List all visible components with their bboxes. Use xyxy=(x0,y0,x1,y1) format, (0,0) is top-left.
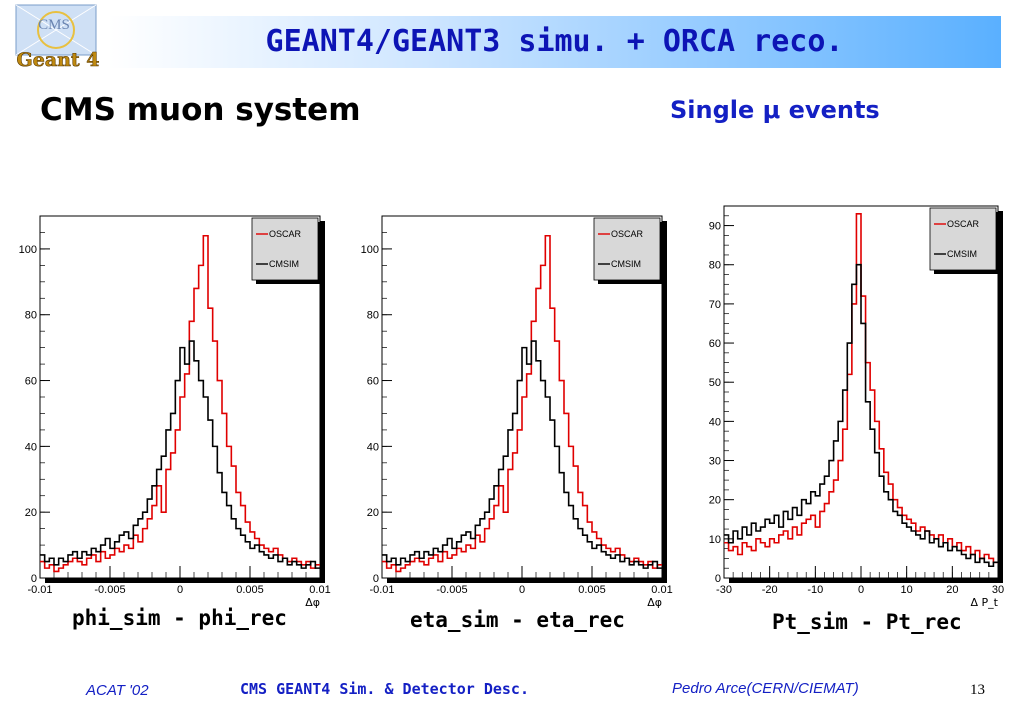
x-tick-label: 0 xyxy=(519,584,525,596)
logo-bottom-text: Geant 4 xyxy=(16,49,99,71)
x-tick-label: -20 xyxy=(762,584,778,596)
x-tick-label: 20 xyxy=(946,584,958,596)
header-bar: GEANT4/GEANT3 simu. + ORCA reco. xyxy=(108,16,1001,68)
y-tick-label: 100 xyxy=(19,244,37,256)
x-tick-label: -0.01 xyxy=(27,584,52,596)
series-line-cmsim xyxy=(382,340,662,569)
y-tick-label: 60 xyxy=(367,376,379,388)
footer-talk-title: CMS GEANT4 Sim. & Detector Desc. xyxy=(240,680,529,698)
legend-entry: OSCAR xyxy=(947,219,980,229)
x-tick-label: -10 xyxy=(807,584,823,596)
y-tick-label: 10 xyxy=(709,534,721,546)
x-tick-label: 30 xyxy=(992,584,1004,596)
y-tick-label: 20 xyxy=(367,507,379,519)
x-axis-label: Δφ xyxy=(647,596,662,609)
legend-box xyxy=(929,207,997,271)
series-line-cmsim xyxy=(724,263,998,568)
y-tick-label: 0 xyxy=(715,573,721,585)
caption-eta: eta_sim - eta_rec xyxy=(410,608,625,632)
y-tick-label: 50 xyxy=(709,377,721,389)
caption-pt: Pt_sim - Pt_rec xyxy=(772,610,962,634)
legend-entry: OSCAR xyxy=(611,229,644,239)
y-tick-label: 60 xyxy=(25,376,37,388)
y-tick-label: 90 xyxy=(709,221,721,233)
legend-entry: OSCAR xyxy=(269,229,302,239)
page-title: GEANT4/GEANT3 simu. + ORCA reco. xyxy=(265,24,844,59)
legend-box xyxy=(593,217,661,281)
y-tick-label: 0 xyxy=(31,573,37,585)
series-line-cmsim xyxy=(40,340,320,569)
y-tick-label: 80 xyxy=(25,310,37,322)
y-tick-label: 20 xyxy=(709,495,721,507)
x-tick-label: -0.005 xyxy=(436,584,467,596)
legend-entry: CMSIM xyxy=(269,259,299,269)
x-axis-label: Δφ xyxy=(305,596,320,609)
geant4-logo: CMS Geant 4 xyxy=(15,4,100,71)
x-tick-label: 10 xyxy=(901,584,913,596)
y-tick-label: 60 xyxy=(709,338,721,350)
y-tick-label: 40 xyxy=(25,441,37,453)
single-mu-events-label: Single μ events xyxy=(670,96,880,124)
x-tick-label: 0.005 xyxy=(236,584,264,596)
footer-author: Pedro Arce(CERN/CIEMAT) xyxy=(672,680,859,697)
x-tick-label: -0.01 xyxy=(369,584,394,596)
x-tick-label: -0.005 xyxy=(94,584,125,596)
caption-phi: phi_sim - phi_rec xyxy=(72,606,287,630)
y-tick-label: 80 xyxy=(367,310,379,322)
page-number: 13 xyxy=(970,682,985,698)
y-tick-label: 40 xyxy=(367,441,379,453)
y-tick-label: 80 xyxy=(709,260,721,272)
legend-entry: CMSIM xyxy=(611,259,641,269)
section-title: CMS muon system xyxy=(40,92,361,128)
y-tick-label: 20 xyxy=(25,507,37,519)
series-line-oscar xyxy=(724,213,998,564)
y-tick-label: 30 xyxy=(709,456,721,468)
x-tick-label: 0.005 xyxy=(578,584,606,596)
footer-conference: ACAT '02 xyxy=(86,682,149,699)
series-line-oscar xyxy=(382,234,662,573)
series-line-oscar xyxy=(40,234,320,573)
x-tick-label: 0.01 xyxy=(651,584,672,596)
logo-top-text: CMS xyxy=(38,17,70,33)
x-tick-label: 0 xyxy=(858,584,864,596)
x-axis-label: Δ P_t xyxy=(971,596,999,609)
x-tick-label: -30 xyxy=(716,584,732,596)
legend-entry: CMSIM xyxy=(947,249,977,259)
x-tick-label: 0 xyxy=(177,584,183,596)
y-tick-label: 0 xyxy=(373,573,379,585)
y-tick-label: 70 xyxy=(709,299,721,311)
y-tick-label: 40 xyxy=(709,416,721,428)
x-tick-label: 0.01 xyxy=(309,584,330,596)
y-tick-label: 100 xyxy=(361,244,379,256)
legend-box xyxy=(251,217,319,281)
